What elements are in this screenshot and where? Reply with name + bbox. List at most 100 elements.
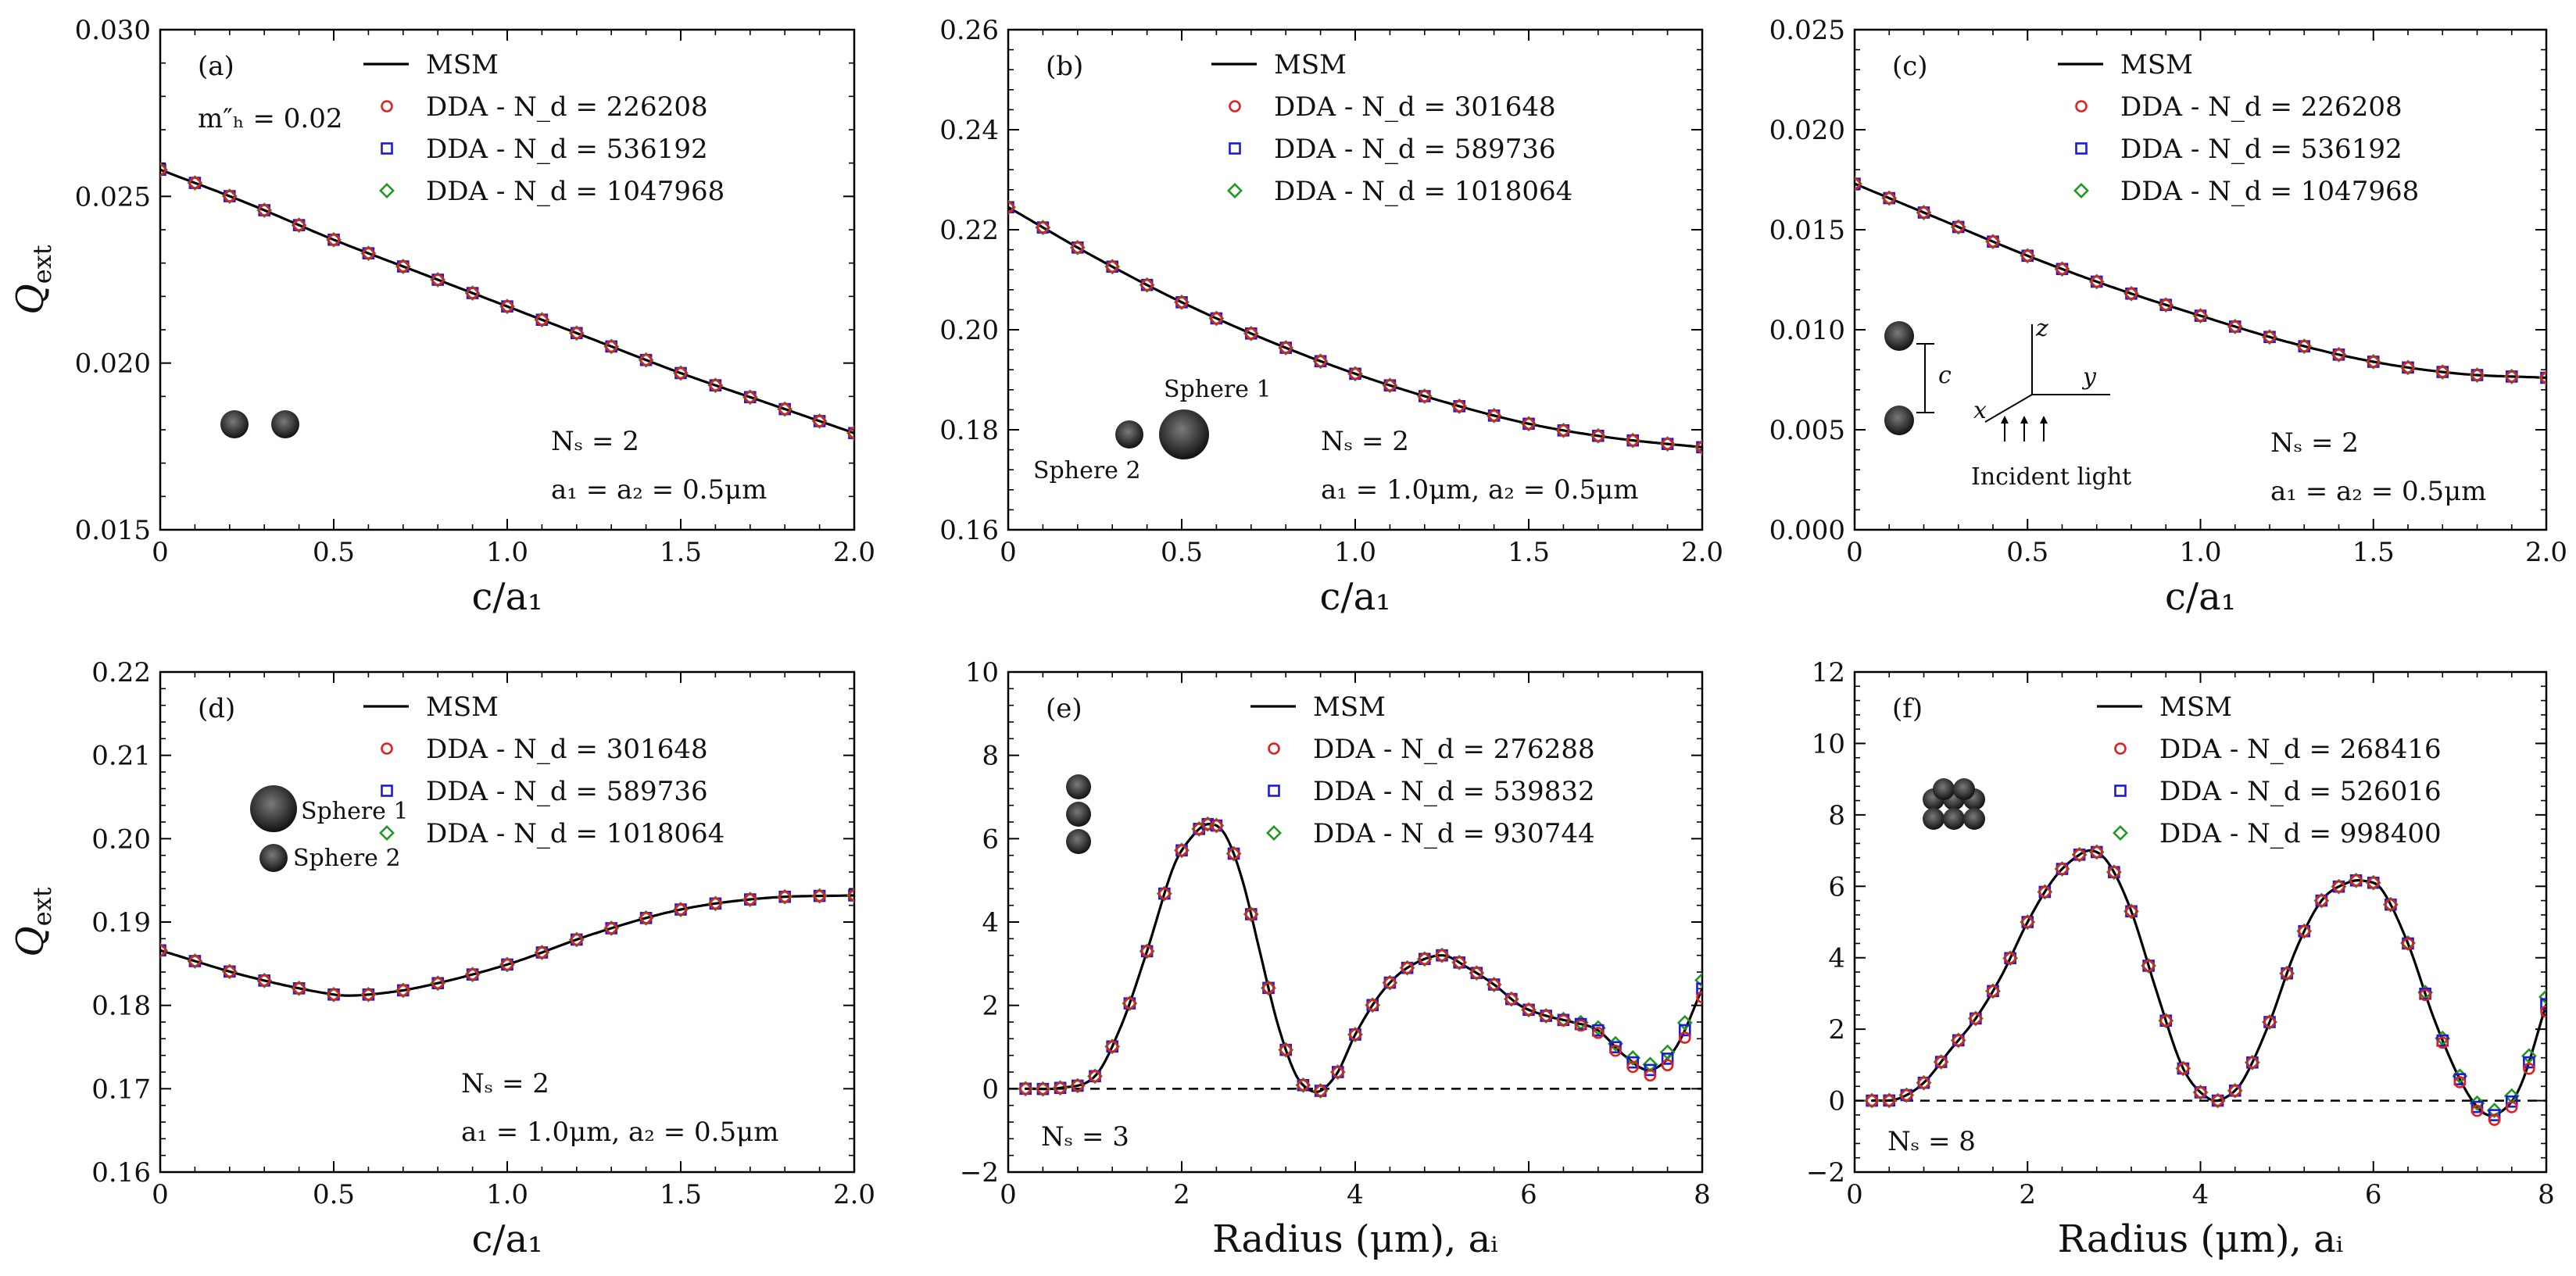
dda-series-1-point — [535, 946, 549, 959]
y-tick-label: 0.025 — [75, 181, 151, 213]
plot-frame — [1853, 670, 2548, 1174]
legend-label-0: MSM — [2159, 692, 2232, 723]
dda-series-1-point — [1883, 191, 1896, 205]
y-tick-label: 0.16 — [939, 515, 999, 546]
sphere-left-icon — [220, 410, 249, 438]
annotation-radii: a₁ = a₂ = 0.5μm — [2270, 476, 2486, 507]
dda-series-2-point — [1661, 1053, 1674, 1065]
y-tick-label: 0.18 — [939, 415, 999, 446]
sphere-2-icon — [1115, 420, 1143, 449]
plot-area — [1855, 844, 2546, 1126]
dda-series-1-point — [1661, 1059, 1674, 1072]
chart-panel-b: 0 0.5 1.0 1.5 2.0 0.16 0.18 0.20 0.22 0.24 0.26 c/a… — [939, 15, 1723, 619]
dda-series-2-point — [2488, 1109, 2501, 1121]
sphere-3-icon — [1066, 829, 1091, 854]
dda-series-1-point — [1644, 1069, 1657, 1082]
y-tick-label: 12 — [1812, 657, 1845, 688]
dda-series-1-point — [2159, 298, 2173, 311]
dda-series-1-point — [2142, 960, 2155, 972]
dda-series-1-point — [2540, 371, 2546, 384]
annotation-ns: Nₛ = 8 — [1887, 1126, 1976, 1157]
dda-series-3-point — [1694, 972, 1702, 988]
dda-series-1-point — [1106, 1040, 1118, 1053]
dda-series-1-point — [2540, 1005, 2546, 1018]
dda-series-2-point — [2523, 1056, 2535, 1069]
x-tick-label: 2.0 — [2525, 537, 2567, 568]
x-tick-label: 1.0 — [1334, 537, 1376, 568]
legend-label-1: DDA - N_d = 276288 — [1313, 734, 1595, 765]
x-axis-title: Radius (μm), aᵢ — [1212, 1217, 1498, 1261]
y-tick-label: 0.015 — [75, 515, 151, 546]
x-tick-label: 2 — [2019, 1179, 2036, 1210]
dda-series-1-point — [2228, 320, 2241, 333]
dda-series-1-point — [1696, 991, 1702, 1004]
dda-series-1-point — [1279, 1043, 1292, 1056]
dda-series-1-point — [2367, 876, 2380, 889]
dda-series-1-point — [2281, 967, 2293, 980]
dda-series-1-point — [1453, 956, 1465, 969]
y-tick-label: 6 — [1828, 871, 1845, 902]
x-tick-label: 1.5 — [2352, 537, 2395, 568]
y-tick-label: 0.005 — [1769, 415, 1845, 446]
dda-series-1-point — [1557, 424, 1570, 437]
legend: MSM DDA - N_d = 226208 DDA - N_d = 536192 D… — [2058, 49, 2419, 207]
x-tick-label: 2.0 — [1681, 537, 1723, 568]
separation-label-c: c — [1938, 362, 1952, 389]
dda-series-1-point — [1883, 1094, 1896, 1107]
x-tick-label: 0 — [1846, 1179, 1863, 1210]
dda-series-2-point — [1679, 1024, 1691, 1037]
y-tick-label: 0.020 — [1769, 115, 1845, 146]
annotation-sphere-2: Sphere 2 — [1033, 457, 1141, 484]
x-tick-label: 1.0 — [486, 537, 528, 568]
dda-series-1-point — [2108, 866, 2120, 878]
y-tick-label: −2 — [960, 1157, 999, 1188]
dda-series-1-point — [639, 912, 653, 924]
dda-series-1-point — [223, 190, 236, 202]
dda-series-1-point — [2177, 1062, 2190, 1075]
y-tick-label: 8 — [982, 741, 999, 772]
y-tick-label: 0.24 — [939, 115, 999, 146]
x-tick-label: 8 — [1694, 1179, 1711, 1210]
dda-series-1-point — [2470, 1104, 2484, 1117]
dda-series-1-point — [2298, 924, 2311, 938]
dda-series-1-point — [813, 889, 826, 902]
dda-series-1-point — [188, 177, 202, 189]
dda-series-1-point — [1140, 278, 1154, 291]
annotation-sphere-2: Sphere 2 — [293, 845, 401, 872]
dda-series-1-point — [501, 958, 513, 971]
dda-series-1-point — [1401, 961, 1414, 974]
dda-series-1-point — [1900, 1088, 1913, 1102]
legend-dda-marker-3 — [1227, 183, 1243, 198]
msm-series-line — [1025, 822, 1702, 1094]
x-tick-label: 2.0 — [833, 1179, 875, 1210]
dda-series-1-point — [1970, 1012, 1982, 1025]
x-tick-label: 0 — [152, 1179, 169, 1210]
dda-series-1-point — [1089, 1070, 1101, 1083]
dda-series-1-point — [2505, 1101, 2518, 1113]
x-tick-label: 6 — [1520, 1179, 1537, 1210]
legend: MSM DDA - N_d = 276288 DDA - N_d = 539832 D… — [1250, 692, 1595, 849]
y-axis-title: Qext — [9, 887, 57, 956]
legend-dda-marker-2 — [2075, 142, 2088, 155]
plot-frame — [159, 670, 856, 1174]
y-tick-label: 4 — [982, 907, 999, 938]
dda-series-1-point — [2090, 845, 2103, 859]
sphere-1-icon — [250, 785, 297, 832]
msm-series-line — [160, 894, 854, 997]
dda-series-1-point — [1036, 1082, 1050, 1096]
dda-series-3-point — [2521, 1048, 2537, 1064]
y-tick-label: 0.18 — [91, 991, 151, 1022]
dda-series-1-point — [362, 247, 375, 259]
y-tick-label: 4 — [1828, 943, 1845, 974]
dda-series-1-point — [1210, 312, 1223, 325]
dda-series-1-point — [1626, 1060, 1639, 1074]
x-tick-label: 0 — [152, 537, 169, 568]
x-axis-title: c/a₁ — [472, 575, 543, 619]
x-tick-label: 1.0 — [2179, 537, 2221, 568]
dda-series-1-point — [1383, 976, 1397, 989]
dda-series-1-point — [1036, 221, 1050, 234]
dda-series-1-point — [1419, 953, 1431, 966]
annotation-m-h: m″ₕ = 0.02 — [198, 103, 342, 134]
dda-series-1-point — [1487, 409, 1501, 422]
